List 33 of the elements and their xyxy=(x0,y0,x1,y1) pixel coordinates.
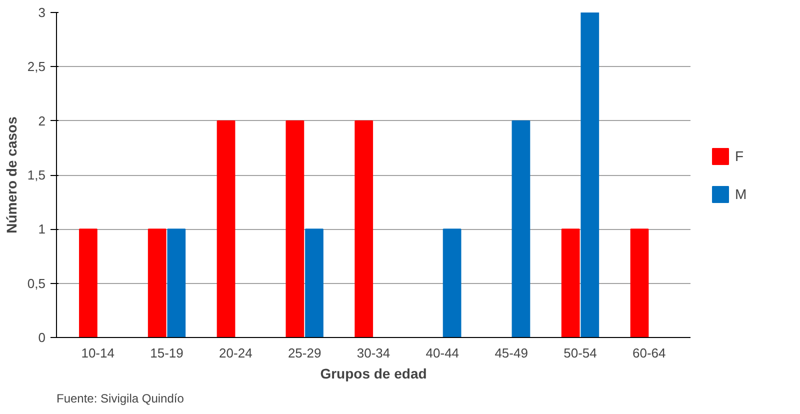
bar xyxy=(512,120,530,338)
y-tick-label: 1,5 xyxy=(27,168,46,182)
x-tick-label: 50-54 xyxy=(564,346,597,360)
x-tick-label: 45-49 xyxy=(494,346,528,360)
bar xyxy=(286,120,304,338)
x-tick-label: 10-14 xyxy=(81,346,114,360)
bar xyxy=(561,228,580,338)
bar xyxy=(630,228,649,338)
x-tick-label: 25-29 xyxy=(288,346,322,360)
bar xyxy=(354,120,374,338)
bar xyxy=(305,228,324,338)
x-tick-label: 40-44 xyxy=(426,346,460,360)
x-tick-label: 60-64 xyxy=(632,346,666,360)
bar xyxy=(167,228,186,338)
legend-label: M xyxy=(735,186,748,202)
bar xyxy=(580,12,600,338)
bar xyxy=(79,228,98,338)
y-axis-title: Número de casos xyxy=(3,116,20,234)
x-tick-label: 30-34 xyxy=(356,346,390,360)
y-tick-label: 0,5 xyxy=(27,276,46,291)
y-tick-label: 3 xyxy=(38,5,46,20)
legend-label: F xyxy=(735,148,745,164)
bar xyxy=(148,228,166,338)
y-tick-label: 2 xyxy=(38,113,46,128)
bar xyxy=(442,228,462,338)
x-tick-label: 20-24 xyxy=(219,346,252,360)
y-tick-label: 0 xyxy=(38,330,46,345)
source-note: Fuente: Sivigila Quindío xyxy=(56,392,184,406)
y-tick-label: 1 xyxy=(38,222,46,237)
bar xyxy=(216,120,236,338)
x-tick-label: 15-19 xyxy=(150,346,184,360)
y-tick-label: 2,5 xyxy=(27,59,46,74)
x-axis-title: Grupos de edad xyxy=(320,366,427,382)
